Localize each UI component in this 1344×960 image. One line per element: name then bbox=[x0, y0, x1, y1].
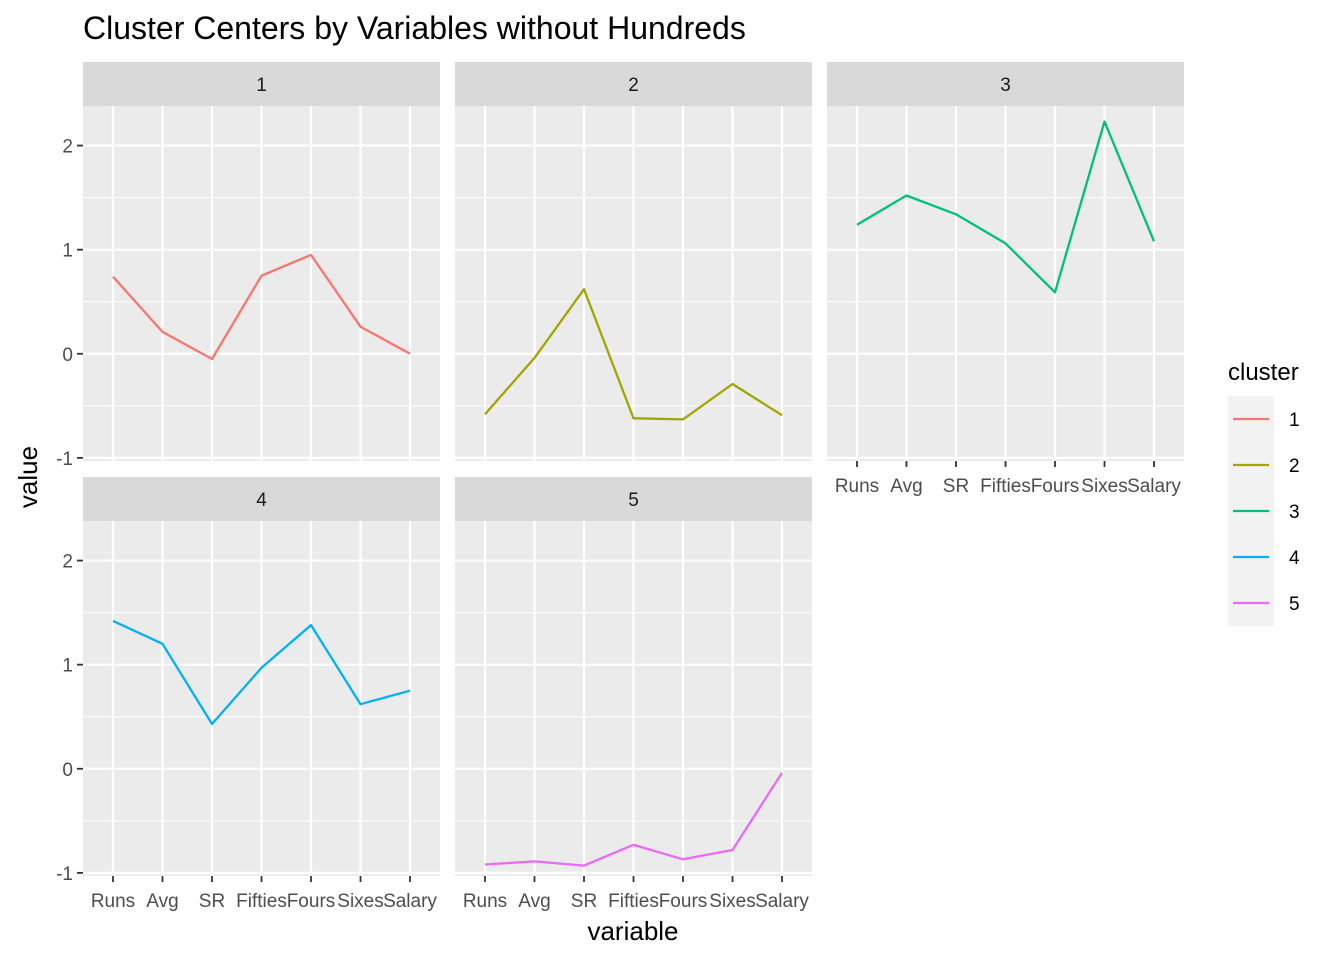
y-tick-label: 2 bbox=[62, 552, 73, 573]
x-tick-label-runs: Runs bbox=[835, 476, 879, 497]
x-tick-label-avg: Avg bbox=[146, 891, 178, 912]
facet-strip bbox=[827, 62, 1184, 106]
facet-panel-5: 5 Runs Avg SR Fifties Fours Sixes Salary bbox=[455, 477, 812, 912]
x-tick-label-fours: Fours bbox=[659, 891, 708, 912]
x-axis-title: variable bbox=[587, 916, 678, 946]
x-tick-label-fifties: Fifties bbox=[608, 891, 659, 912]
legend-label-3: 3 bbox=[1289, 502, 1300, 523]
y-tick-label: -1 bbox=[56, 864, 73, 885]
x-tick-label-fours: Fours bbox=[287, 891, 336, 912]
facet-strip bbox=[455, 477, 812, 521]
facet-panel-4: 4 -1 0 1 2 Runs Avg SR Fifties Fours Sixes Salary bbox=[56, 477, 440, 912]
x-tick-label-fifties: Fifties bbox=[980, 476, 1031, 497]
facet-strip-label: 2 bbox=[628, 75, 639, 96]
x-tick-label-sr: SR bbox=[571, 891, 597, 912]
x-tick-label-fours: Fours bbox=[1031, 476, 1080, 497]
facet-strip bbox=[455, 62, 812, 106]
legend-label-5: 5 bbox=[1289, 594, 1300, 615]
legend-label-2: 2 bbox=[1289, 456, 1300, 477]
legend: cluster 1 2 3 4 5 bbox=[1228, 359, 1300, 626]
facet-strip-label: 5 bbox=[628, 490, 639, 511]
facet-strip-label: 4 bbox=[256, 490, 267, 511]
facet-strip-label: 1 bbox=[256, 75, 267, 96]
x-tick-label-sixes: Sixes bbox=[709, 891, 755, 912]
x-tick-label-runs: Runs bbox=[91, 891, 135, 912]
facet-strip bbox=[83, 477, 440, 521]
x-tick-label-sixes: Sixes bbox=[1081, 476, 1127, 497]
x-tick-label-avg: Avg bbox=[518, 891, 550, 912]
y-tick-label: 0 bbox=[62, 760, 73, 781]
y-tick-label: 1 bbox=[62, 656, 73, 677]
x-tick-label-runs: Runs bbox=[463, 891, 507, 912]
facet-strip bbox=[83, 62, 440, 106]
x-tick-label-sr: SR bbox=[199, 891, 225, 912]
y-tick-label: -1 bbox=[56, 449, 73, 470]
y-tick-label: 1 bbox=[62, 241, 73, 262]
chart-title: Cluster Centers by Variables without Hun… bbox=[83, 10, 746, 46]
x-tick-label-avg: Avg bbox=[890, 476, 922, 497]
x-tick-label-salary: Salary bbox=[383, 891, 437, 912]
facet-panel-1: 1 -1 0 1 2 bbox=[56, 62, 440, 470]
facet-panel-3: 3 Runs Avg SR Fifties Fours Sixes Salary bbox=[827, 62, 1184, 497]
x-tick-label-salary: Salary bbox=[755, 891, 809, 912]
legend-label-1: 1 bbox=[1289, 410, 1300, 431]
legend-label-4: 4 bbox=[1289, 548, 1300, 569]
y-tick-label: 2 bbox=[62, 137, 73, 158]
facet-panel-2: 2 bbox=[455, 62, 812, 461]
x-tick-label-sixes: Sixes bbox=[337, 891, 383, 912]
x-tick-label-fifties: Fifties bbox=[236, 891, 287, 912]
y-tick-label: 0 bbox=[62, 345, 73, 366]
facet-strip-label: 3 bbox=[1000, 75, 1011, 96]
y-axis-title: value bbox=[13, 446, 43, 508]
x-tick-label-salary: Salary bbox=[1127, 476, 1181, 497]
legend-title: cluster bbox=[1228, 359, 1299, 386]
x-tick-label-sr: SR bbox=[943, 476, 969, 497]
